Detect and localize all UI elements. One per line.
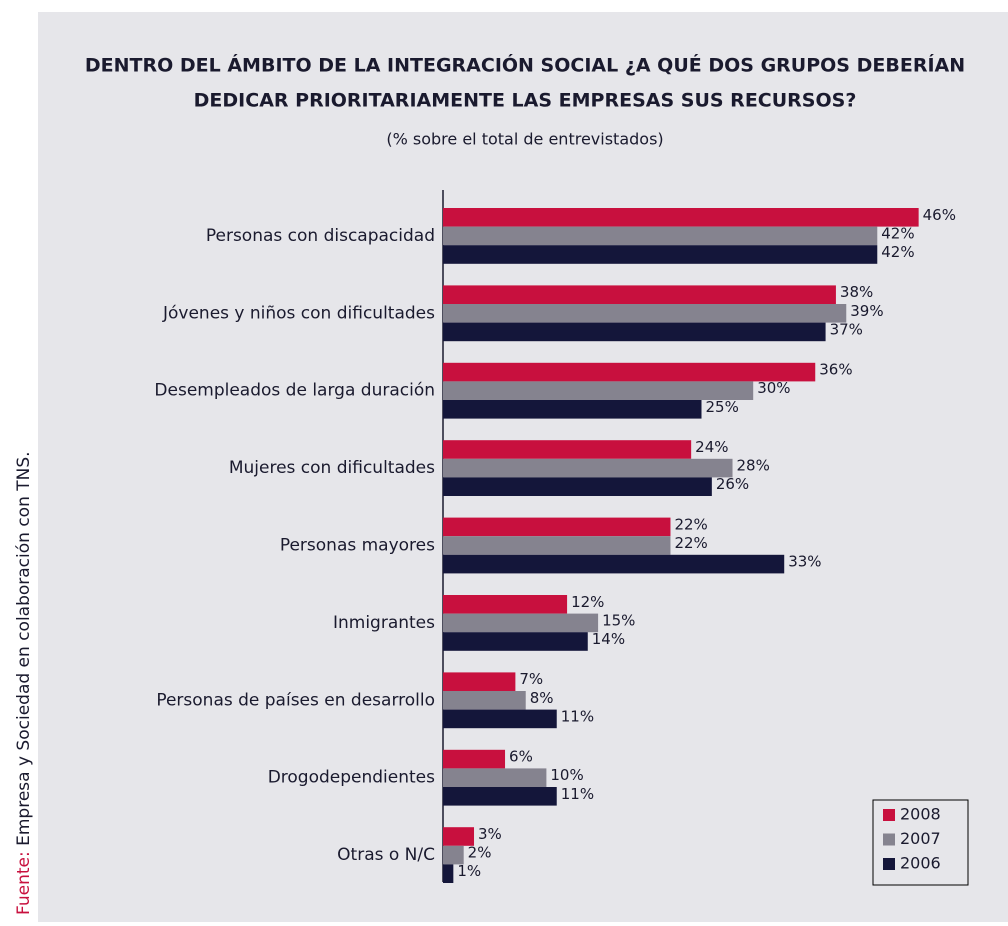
value-label: 25% [706, 398, 739, 416]
value-label: 12% [571, 593, 604, 611]
value-label: 42% [881, 243, 914, 261]
value-label: 33% [788, 553, 821, 571]
value-label: 6% [509, 748, 533, 766]
bar [443, 517, 671, 537]
bar [443, 536, 671, 555]
bar [443, 672, 516, 691]
value-label: 11% [561, 707, 594, 725]
value-label: 46% [923, 206, 956, 224]
legend-box [872, 799, 969, 886]
bar [443, 691, 526, 710]
value-label: 37% [830, 320, 863, 338]
bar [443, 381, 754, 400]
chart-title: DEDICAR PRIORITARIAMENTE LAS EMPRESAS SU… [194, 90, 857, 112]
bar [443, 768, 547, 787]
bar [443, 458, 733, 478]
value-label: 14% [592, 630, 625, 648]
bar [443, 554, 785, 574]
source-label: Fuente: [14, 851, 34, 915]
category-label: Jóvenes y niños con dificultades [162, 303, 435, 323]
value-label: 1% [457, 862, 481, 880]
category-label: Personas con discapacidad [206, 226, 435, 246]
legend-swatch [883, 809, 895, 821]
value-label: 28% [737, 457, 770, 475]
category-label: Otras o N/C [337, 845, 435, 865]
legend-label: 2008 [900, 805, 941, 824]
category-label: Inmigrantes [333, 613, 435, 633]
category-label: Desempleados de larga duración [154, 381, 435, 401]
legend-swatch [883, 833, 895, 846]
bar [443, 362, 816, 382]
value-label: 22% [674, 515, 707, 533]
category-label: Drogodependientes [268, 768, 435, 788]
value-label: 38% [840, 283, 873, 301]
value-label: 7% [519, 670, 543, 688]
source: Fuente: Empresa y Sociedad en colaboraci… [14, 451, 34, 915]
bar [443, 632, 588, 651]
bar [443, 400, 702, 419]
chart-subtitle: (% sobre el total de entrevistados) [386, 130, 663, 149]
value-label: 24% [695, 438, 728, 456]
bar [443, 304, 847, 323]
value-label: 2% [468, 844, 492, 862]
value-label: 42% [881, 224, 914, 242]
bar [443, 477, 712, 496]
bar [443, 613, 599, 633]
bar [443, 440, 692, 459]
value-label: 11% [561, 785, 594, 803]
chart-title: DENTRO DEL ÁMBITO DE LA INTEGRACIÓN SOCI… [85, 53, 965, 77]
value-label: 30% [757, 379, 790, 397]
bar [443, 749, 506, 769]
category-label: Mujeres con dificultades [229, 458, 435, 478]
bar [443, 208, 919, 227]
value-label: 15% [602, 611, 635, 629]
bar [443, 245, 878, 264]
legend-label: 2007 [900, 829, 941, 848]
value-label: 3% [478, 825, 502, 843]
bar [443, 864, 454, 883]
value-label: 36% [819, 361, 852, 379]
legend-swatch [883, 858, 895, 870]
bar [443, 845, 464, 865]
value-label: 22% [674, 534, 707, 552]
bar [443, 595, 568, 614]
value-label: 10% [550, 766, 583, 784]
value-label: 39% [850, 302, 883, 320]
legend-label: 2006 [900, 854, 941, 873]
bar [443, 322, 826, 342]
bar [443, 827, 475, 846]
value-label: 8% [530, 689, 554, 707]
category-label: Personas de países en desarrollo [156, 690, 435, 710]
value-label: 26% [716, 475, 749, 493]
source-text: Empresa y Sociedad en colaboración con T… [14, 451, 34, 845]
bar [443, 709, 557, 729]
bar [443, 285, 836, 304]
bar [443, 226, 878, 246]
bar [443, 787, 557, 806]
category-label: Personas mayores [280, 536, 435, 556]
